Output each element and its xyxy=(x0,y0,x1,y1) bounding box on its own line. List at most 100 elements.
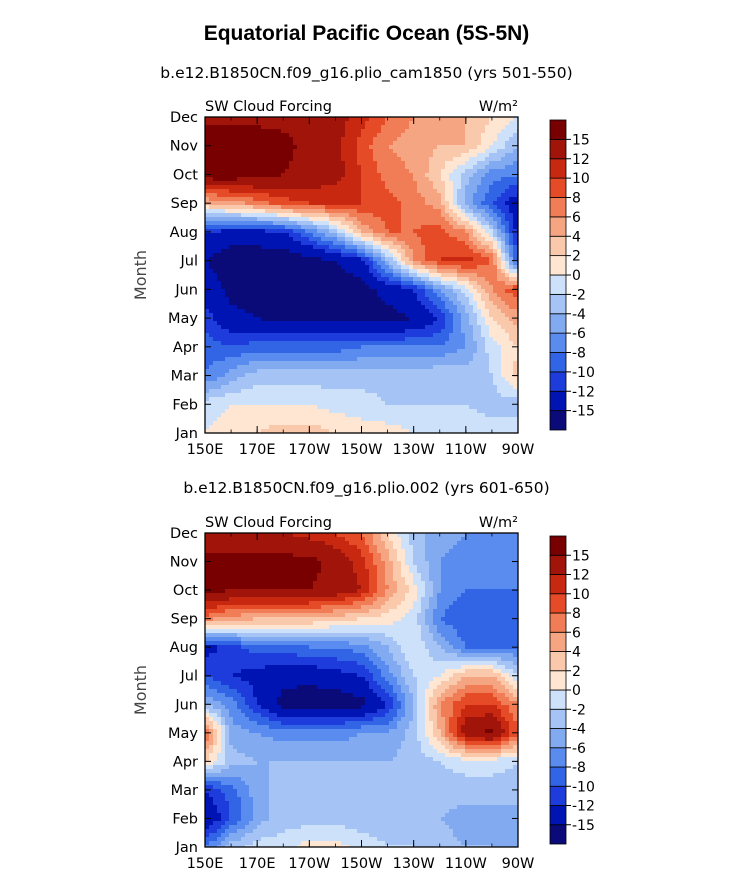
heatmap-cell xyxy=(329,341,334,346)
heatmap-cell xyxy=(309,237,314,242)
heatmap-cell xyxy=(429,333,434,338)
heatmap-cell xyxy=(397,237,402,242)
heatmap-cell xyxy=(309,301,314,306)
heatmap-cell xyxy=(309,293,314,298)
heatmap-cell xyxy=(449,289,454,294)
heatmap-cell xyxy=(269,117,274,122)
heatmap-cell xyxy=(381,237,386,242)
heatmap-cell xyxy=(277,165,282,170)
heatmap-cell xyxy=(245,321,250,326)
heatmap-cell xyxy=(277,277,282,282)
heatmap-cell xyxy=(405,325,410,330)
heatmap-cell xyxy=(265,129,270,134)
heatmap-cell xyxy=(457,277,462,282)
heatmap-cell xyxy=(229,193,234,198)
heatmap-cell xyxy=(253,125,258,130)
heatmap-cell xyxy=(217,273,222,278)
heatmap-cell xyxy=(353,345,358,350)
heatmap-cell xyxy=(425,217,430,222)
heatmap-cell xyxy=(285,165,290,170)
heatmap-cell xyxy=(389,141,394,146)
heatmap-cell xyxy=(349,133,354,138)
heatmap-cell xyxy=(213,281,218,286)
heatmap-cell xyxy=(297,305,302,310)
heatmap-cell xyxy=(313,281,318,286)
heatmap-cell xyxy=(241,281,246,286)
heatmap-cell xyxy=(353,313,358,318)
heatmap-cell xyxy=(489,333,494,338)
heatmap-cell xyxy=(213,269,218,274)
heatmap-cell xyxy=(497,305,502,310)
heatmap-cell xyxy=(449,169,454,174)
heatmap-cell xyxy=(373,121,378,126)
heatmap-cell xyxy=(273,345,278,350)
heatmap-cell xyxy=(277,193,282,198)
heatmap-cell xyxy=(205,289,210,294)
heatmap-cell xyxy=(309,257,314,262)
heatmap-cell xyxy=(441,257,446,262)
heatmap-cell xyxy=(417,329,422,334)
heatmap-cell xyxy=(409,165,414,170)
heatmap-cell xyxy=(401,185,406,190)
heatmap-cell xyxy=(353,357,358,362)
heatmap-cell xyxy=(269,309,274,314)
heatmap-cell xyxy=(477,205,482,210)
heatmap-cell xyxy=(445,193,450,198)
heatmap-cell xyxy=(345,309,350,314)
heatmap-cell xyxy=(261,273,266,278)
heatmap-cell xyxy=(373,329,378,334)
heatmap-cell xyxy=(337,157,342,162)
heatmap-cell xyxy=(249,345,254,350)
heatmap-cell xyxy=(501,333,506,338)
heatmap-cell xyxy=(349,265,354,270)
heatmap-cell xyxy=(313,165,318,170)
heatmap-cell xyxy=(485,221,490,226)
heatmap-cell xyxy=(329,281,334,286)
heatmap-cell xyxy=(253,129,258,134)
heatmap-cell xyxy=(229,137,234,142)
heatmap-cell xyxy=(425,141,430,146)
heatmap-cell xyxy=(509,161,514,166)
heatmap-cell xyxy=(221,305,226,310)
heatmap-cell xyxy=(437,217,442,222)
heatmap-cell xyxy=(249,217,254,222)
heatmap-cell xyxy=(269,369,274,374)
heatmap-cell xyxy=(313,137,318,142)
heatmap-cell xyxy=(401,129,406,134)
heatmap-cell xyxy=(221,125,226,130)
heatmap-cell xyxy=(233,233,238,238)
heatmap-cell xyxy=(281,269,286,274)
heatmap-cell xyxy=(305,281,310,286)
heatmap-cell xyxy=(317,361,322,366)
heatmap-cell xyxy=(421,225,426,230)
heatmap-cell xyxy=(481,293,486,298)
heatmap-cell xyxy=(301,285,306,290)
heatmap-cell xyxy=(225,117,230,122)
heatmap-cell xyxy=(469,301,474,306)
heatmap-cell xyxy=(489,321,494,326)
heatmap-cell xyxy=(301,281,306,286)
heatmap-cell xyxy=(469,213,474,218)
heatmap-cell xyxy=(269,289,274,294)
heatmap-cell xyxy=(221,209,226,214)
heatmap-cell xyxy=(293,261,298,266)
heatmap-cell xyxy=(249,277,254,282)
heatmap-cell xyxy=(413,153,418,158)
heatmap-cell xyxy=(237,157,242,162)
heatmap-cell xyxy=(481,341,486,346)
heatmap-cell xyxy=(361,309,366,314)
heatmap-cell xyxy=(289,177,294,182)
heatmap-cell xyxy=(377,353,382,358)
heatmap-cell xyxy=(489,173,494,178)
heatmap-cell xyxy=(233,253,238,258)
heatmap-cell xyxy=(321,249,326,254)
heatmap-cell xyxy=(353,133,358,138)
heatmap-cell xyxy=(257,261,262,266)
heatmap-cell xyxy=(221,325,226,330)
heatmap-cell xyxy=(445,253,450,258)
heatmap-cell xyxy=(365,229,370,234)
heatmap-cell xyxy=(461,301,466,306)
heatmap-cell xyxy=(245,277,250,282)
heatmap-cell xyxy=(345,361,350,366)
heatmap-cell xyxy=(221,165,226,170)
